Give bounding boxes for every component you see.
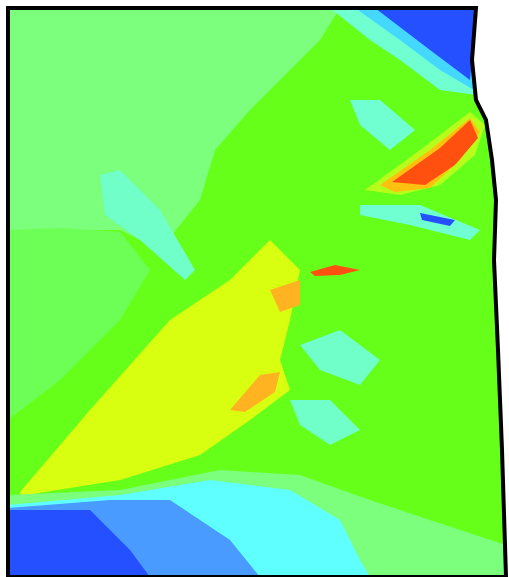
region [270,280,300,312]
region [300,330,380,385]
region [230,372,280,412]
region [310,265,360,276]
region [392,120,478,185]
region [290,400,360,445]
region [375,8,476,80]
region [8,228,150,420]
region [360,205,480,240]
region [350,100,415,150]
region [420,213,455,226]
region [8,510,150,577]
domain-outline [6,6,509,577]
region [100,170,195,280]
region [20,240,300,496]
region [8,8,340,250]
